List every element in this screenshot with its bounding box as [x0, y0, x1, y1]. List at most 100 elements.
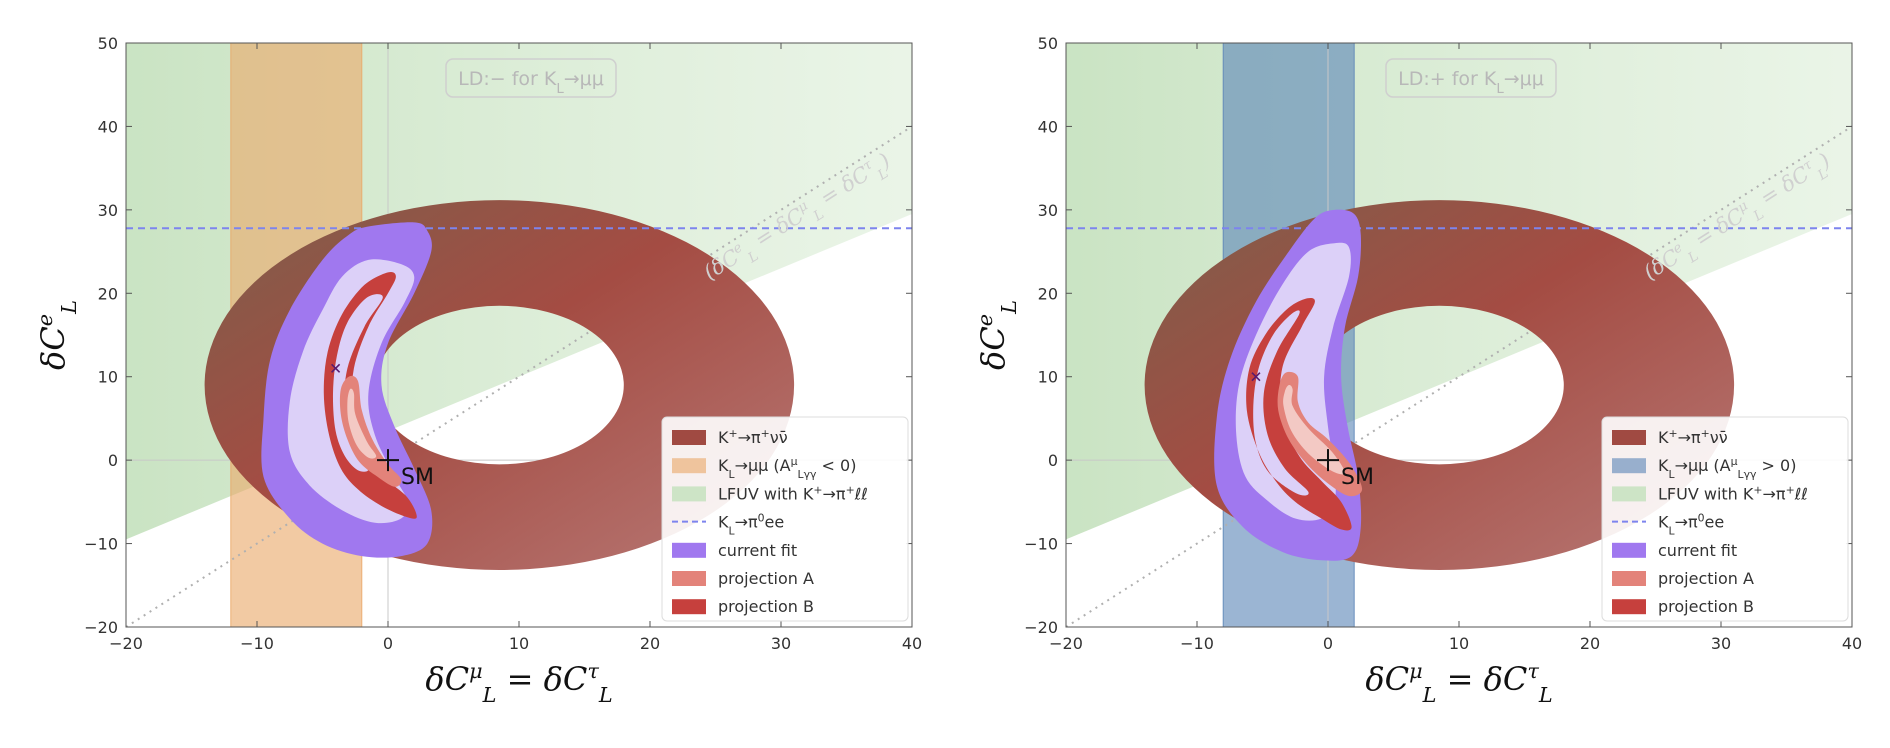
legend-label-part: projection B	[1658, 597, 1754, 616]
y-tick-label: 30	[1038, 201, 1058, 220]
y-tick-label: −10	[84, 535, 118, 554]
y-tick-label: 20	[1038, 284, 1058, 303]
legend-label: KL→π0ee	[1658, 511, 1724, 537]
diagonal-line	[126, 125, 912, 627]
legend-label: projection B	[718, 597, 814, 616]
legend-label-part: projection A	[718, 569, 814, 588]
x-axis-title-part: = δC	[1436, 660, 1527, 698]
legend-swatch	[672, 458, 706, 474]
y-tick-label: 30	[98, 201, 118, 220]
x-axis-title-part: μ	[469, 659, 483, 683]
legend-label-part: Lγγ	[1738, 468, 1757, 481]
legend-swatch	[672, 571, 706, 586]
x-axis-title: δCμL = δCτL	[425, 659, 612, 707]
ld-badge-part: LD:− for	[458, 68, 544, 90]
legend-swatch	[1612, 571, 1646, 586]
ld-badge-part: →μμ	[1504, 68, 1544, 90]
y-axis-title: δCeL	[33, 300, 81, 370]
y-axis-title-part: e	[33, 314, 57, 326]
y-tick-label: 40	[1038, 117, 1058, 136]
legend-swatch	[672, 430, 706, 445]
legend-label-part: +	[1669, 427, 1678, 440]
ld-badge-part: L	[1496, 82, 1504, 97]
x-tick-label: −20	[109, 634, 143, 653]
legend-label-part: current fit	[718, 541, 797, 560]
legend-swatch	[1612, 542, 1646, 558]
legend-label: K+→π+νν̄	[718, 427, 788, 448]
legend-box	[1601, 416, 1849, 622]
y-tick-label: −20	[84, 618, 118, 637]
legend-label-part: L	[729, 468, 735, 481]
best-fit-marker	[1251, 372, 1261, 382]
left-panel: SM(δCeL = δCμL = δCτL)LD:− for KL→μμ−20−…	[33, 34, 922, 707]
x-axis-title-part: δC	[425, 660, 469, 698]
legend-label-part: →μμ (A	[735, 456, 791, 475]
x-tick-label: 20	[1580, 634, 1600, 653]
x-axis-title-part: δC	[1365, 660, 1409, 698]
legend-swatch	[672, 599, 706, 615]
sm-marker	[1317, 449, 1339, 472]
legend-label: projection B	[1658, 597, 1754, 616]
x-tick-label: 30	[1711, 634, 1731, 653]
x-tick-label: 20	[640, 634, 660, 653]
projection-a-inner	[1283, 384, 1345, 475]
legend-label-part: current fit	[1658, 541, 1737, 560]
ld-badge-part: LD:+ for	[1398, 68, 1484, 90]
legend-label-part: +	[846, 483, 855, 496]
legend-label-part: LFUV with K	[718, 484, 814, 503]
legend-label-part: K	[1658, 428, 1669, 447]
legend-swatch	[672, 486, 706, 502]
legend-label: KL→μμ (AμLγγ < 0)	[718, 455, 856, 481]
ld-badge-text: LD:+ for KL→μμ	[1398, 68, 1544, 97]
y-axis-title: δCeL	[973, 300, 1021, 370]
sm-label: SM	[401, 465, 434, 490]
x-tick-label: −10	[1180, 634, 1214, 653]
x-axis-title-part: L	[598, 683, 613, 707]
legend-label-part: K	[1658, 513, 1669, 532]
legend-label-part: K	[1658, 456, 1669, 475]
legend-label-part: →μμ (A	[1675, 456, 1731, 475]
legend-label-part: →π	[1675, 513, 1698, 532]
ld-badge-part: K	[1484, 68, 1497, 90]
y-axis-title-part: δC	[34, 326, 72, 370]
legend-label-part: > 0)	[1756, 456, 1796, 475]
y-tick-label: 40	[98, 117, 118, 136]
legend-label-part: →π	[1763, 484, 1786, 503]
y-axis-title-part: e	[973, 314, 997, 326]
legend-label-part: ee	[1705, 513, 1725, 532]
legend-label-part: L	[1669, 524, 1675, 537]
x-tick-label: 10	[509, 634, 529, 653]
legend-label-part: ee	[765, 513, 785, 532]
x-axis-title-part: L	[1422, 683, 1437, 707]
y-axis-title-part: δC	[974, 326, 1012, 370]
x-axis-title-part: = δC	[496, 660, 587, 698]
legend-box	[661, 416, 909, 622]
legend-label-part: →π	[1678, 428, 1701, 447]
y-tick-label: −10	[1024, 535, 1058, 554]
legend-label-part: ℓℓ	[1794, 484, 1808, 503]
x-axis-title-part: L	[1538, 683, 1553, 707]
y-axis-title-part: L	[997, 300, 1021, 315]
legend-label: KL→π0ee	[718, 511, 784, 537]
legend-label-part: K	[718, 513, 729, 532]
x-axis-title-part: τ	[587, 659, 599, 683]
y-tick-label: 20	[98, 284, 118, 303]
legend-label-part: L	[729, 524, 735, 537]
y-tick-label: 10	[1038, 368, 1058, 387]
legend-label-part: +	[1701, 427, 1710, 440]
legend-label: KL→μμ (AμLγγ > 0)	[1658, 455, 1796, 481]
legend-label: projection A	[1658, 569, 1754, 588]
x-tick-label: 0	[383, 634, 393, 653]
legend-label-part: projection B	[718, 597, 814, 616]
x-tick-label: 30	[771, 634, 791, 653]
y-tick-label: 0	[1048, 451, 1058, 470]
legend-label-part: K	[718, 456, 729, 475]
diagonal-line	[1066, 125, 1852, 627]
legend-label-part: →π	[823, 484, 846, 503]
legend-label-part: K	[718, 428, 729, 447]
legend-label-part: 0	[1698, 511, 1705, 524]
legend-label-part: projection A	[1658, 569, 1754, 588]
legend-label-part: L	[1669, 468, 1675, 481]
ld-badge-part: →μμ	[564, 68, 604, 90]
